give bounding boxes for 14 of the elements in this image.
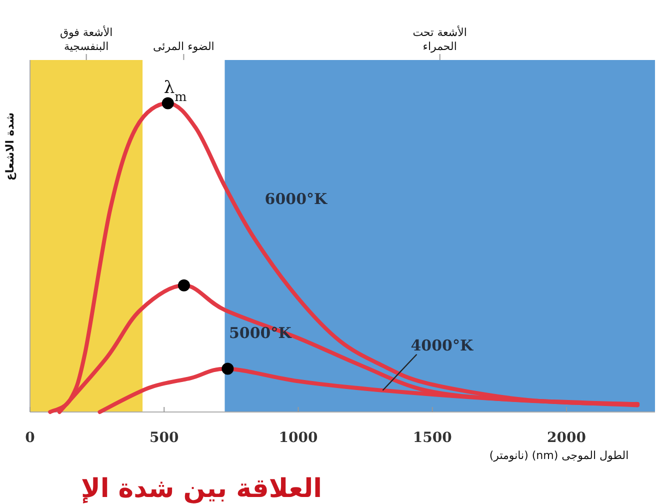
band-label: الضوء المرئى <box>152 40 216 54</box>
x-tick-label: 1000 <box>278 430 318 446</box>
y-axis-title: شدة الاشعاع <box>4 111 16 183</box>
x-tick-label: 1500 <box>412 430 452 446</box>
annotation: λ$_{m}$ <box>164 78 187 105</box>
band-label: الأشعة تحت الحمراء <box>412 26 468 54</box>
text: العلاقة بين شدة الإ <box>80 474 322 504</box>
x-tick-label: 0 <box>25 430 36 446</box>
x-tick-label: 500 <box>150 430 179 446</box>
x-axis-title: الطول الموجى (nm) (نانومتر) <box>488 448 630 463</box>
x-tick-label: 2000 <box>546 430 586 446</box>
text: 4000°K <box>410 336 474 354</box>
series-label: 6000°K <box>264 190 328 208</box>
band-label: الأشعة فوق البنفسجية <box>58 26 114 54</box>
